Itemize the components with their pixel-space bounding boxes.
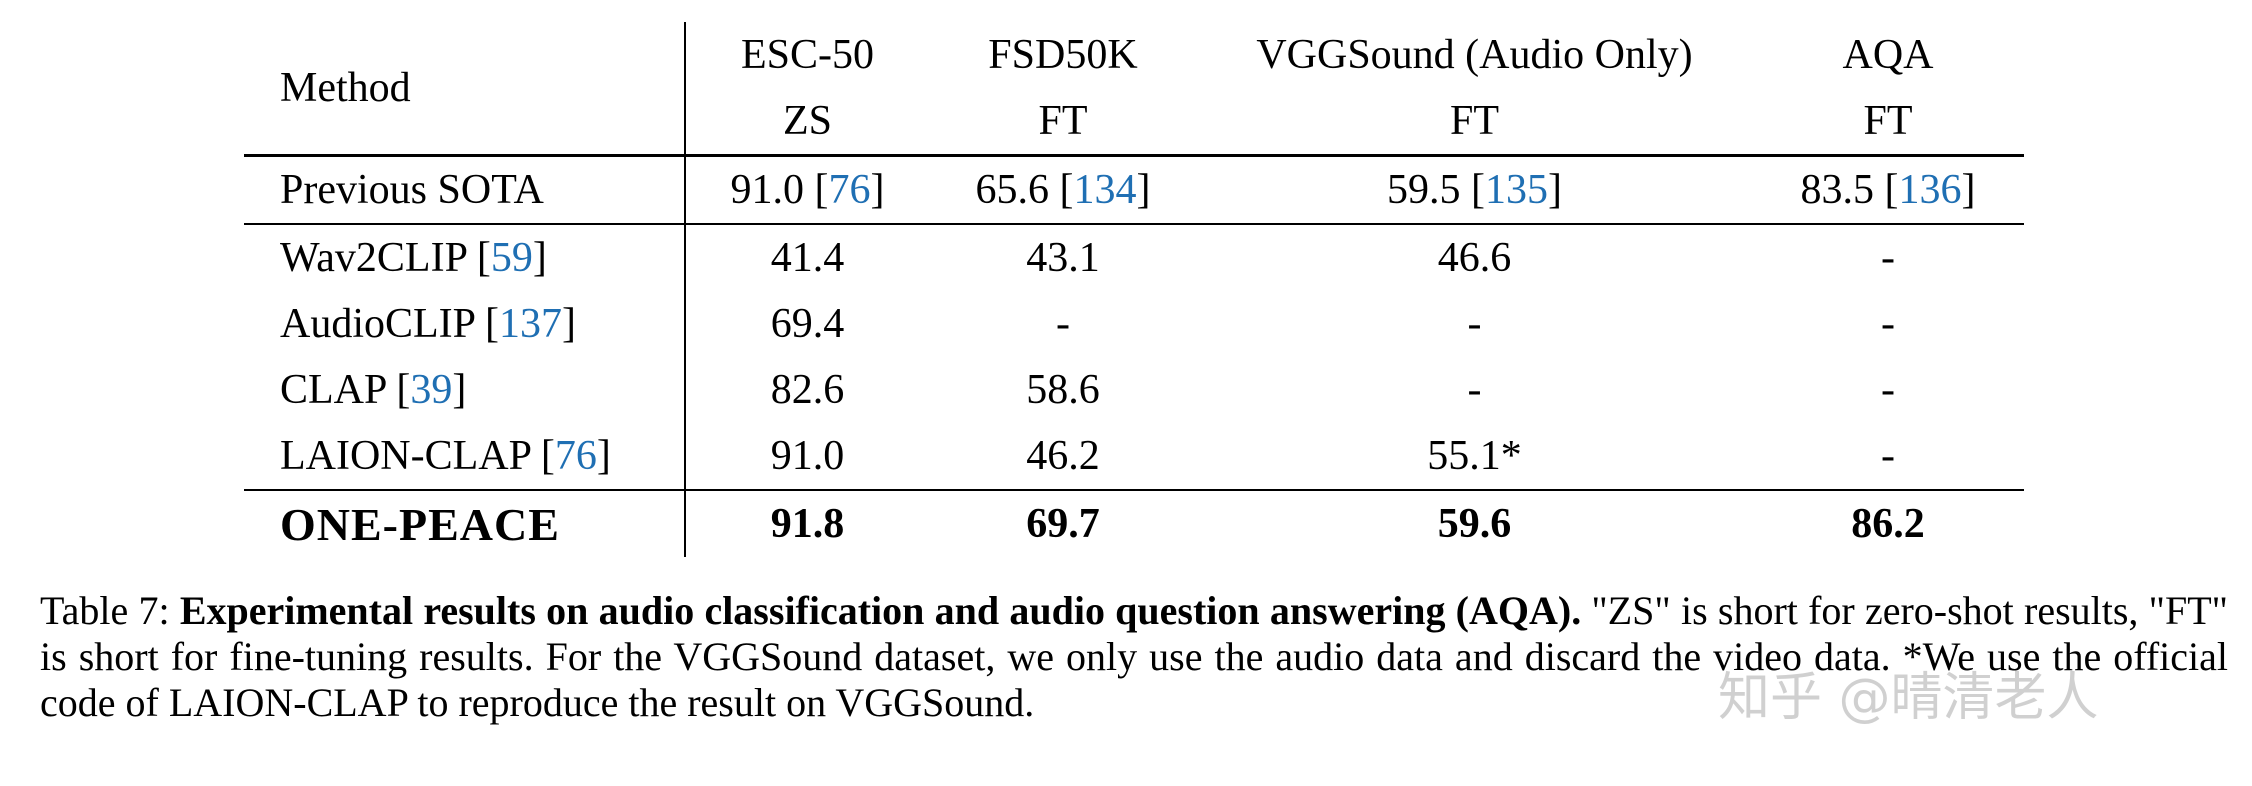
column-header-aqa: AQA: [1842, 32, 1934, 78]
cell-vggsound: -: [1467, 367, 1482, 413]
citation-link[interactable]: 137: [498, 301, 562, 347]
table-row: AudioCLIP [137] 69.4 - - -: [244, 291, 2024, 357]
method-name: Wav2CLIP: [280, 235, 467, 281]
cell-aqa: -: [1881, 301, 1895, 347]
table-header-row: Method ESC-50 FSD50K VGGSound (Audio Onl…: [244, 22, 2024, 156]
method-name: CLAP: [280, 367, 386, 413]
cell-value: 59.5: [1387, 167, 1461, 213]
cell-vggsound: 46.6: [1437, 235, 1512, 281]
setting-vggsound: FT: [1449, 98, 1499, 144]
sota-cell-vggsound: 59.5 [135]: [1387, 167, 1562, 213]
method-name: LAION-CLAP: [280, 433, 531, 479]
table-row-previous-sota: Previous SOTA 91.0 [76] 65.6 [134] 59.5 …: [244, 155, 2024, 224]
method-column-header: Method: [244, 22, 686, 156]
cell-esc50: 41.4: [770, 235, 845, 281]
sota-cell-aqa: 83.5 [136]: [1800, 167, 1976, 213]
sota-cell-fsd50k: 65.6 [134]: [975, 167, 1151, 213]
method-cell: AudioCLIP [137]: [244, 291, 686, 357]
cell-vggsound: 55.1*: [1427, 433, 1522, 479]
table-subheader-row: ZS FT FT FT: [244, 88, 2024, 156]
cell-aqa: -: [1881, 433, 1895, 479]
column-header-vggsound: VGGSound (Audio Only): [1256, 32, 1693, 78]
setting-aqa: FT: [1863, 98, 1913, 144]
table-caption: Table 7: Experimental results on audio c…: [40, 588, 2228, 726]
cell-aqa: -: [1881, 235, 1895, 281]
citation-link[interactable]: 76: [554, 433, 597, 479]
cell-esc50: 91.0: [770, 433, 845, 479]
citation-link[interactable]: 39: [410, 367, 453, 413]
cell-value: 65.6: [975, 167, 1050, 213]
caption-title: Experimental results on audio classifica…: [179, 588, 1582, 633]
cell-vggsound: -: [1467, 301, 1482, 347]
ours-cell-aqa: 86.2: [1851, 501, 1925, 547]
method-name: AudioCLIP: [280, 301, 475, 347]
citation-link[interactable]: 59: [490, 235, 533, 281]
cell-value: 83.5: [1800, 167, 1875, 213]
caption-label: Table 7:: [40, 588, 170, 633]
cell-fsd50k: 43.1: [1026, 235, 1100, 281]
method-cell: Previous SOTA: [244, 155, 686, 224]
ours-cell-esc50: 91.8: [770, 501, 845, 547]
citation-link[interactable]: 134: [1073, 167, 1137, 213]
citation-link[interactable]: 135: [1485, 167, 1548, 213]
cell-esc50: 82.6: [770, 367, 845, 413]
method-cell: Wav2CLIP [59]: [244, 224, 686, 291]
cell-fsd50k: 46.2: [1026, 433, 1100, 479]
method-cell: ONE-PEACE: [244, 490, 686, 557]
caption-body: "ZS" is short for zero-shot results, "FT…: [40, 588, 2228, 725]
cell-value: 91.0: [730, 167, 805, 213]
cell-aqa: -: [1881, 367, 1895, 413]
table-row: LAION-CLAP [76] 91.0 46.2 55.1* -: [244, 423, 2024, 490]
table-row-one-peace: ONE-PEACE 91.8 69.7 59.6 86.2: [244, 490, 2024, 557]
results-table-container: Method ESC-50 FSD50K VGGSound (Audio Onl…: [244, 22, 2024, 557]
citation-link[interactable]: 136: [1898, 167, 1962, 213]
cell-fsd50k: 58.6: [1026, 367, 1100, 413]
method-cell: CLAP [39]: [244, 357, 686, 423]
setting-fsd50k: FT: [1038, 98, 1088, 144]
cell-fsd50k: -: [1056, 301, 1070, 347]
citation-link[interactable]: 76: [828, 167, 871, 213]
ours-method-name: ONE-PEACE: [280, 498, 560, 550]
results-table: Method ESC-50 FSD50K VGGSound (Audio Onl…: [244, 22, 2024, 557]
setting-esc50: ZS: [782, 98, 832, 144]
ours-cell-vggsound: 59.6: [1437, 501, 1512, 547]
table-row: CLAP [39] 82.6 58.6 - -: [244, 357, 2024, 423]
cell-esc50: 69.4: [770, 301, 845, 347]
sota-cell-esc50: 91.0 [76]: [730, 167, 885, 213]
column-header-fsd50k: FSD50K: [988, 32, 1138, 78]
column-header-esc50: ESC-50: [740, 32, 874, 78]
table-row: Wav2CLIP [59] 41.4 43.1 46.6 -: [244, 224, 2024, 291]
ours-cell-fsd50k: 69.7: [1026, 501, 1100, 547]
method-cell: LAION-CLAP [76]: [244, 423, 686, 490]
